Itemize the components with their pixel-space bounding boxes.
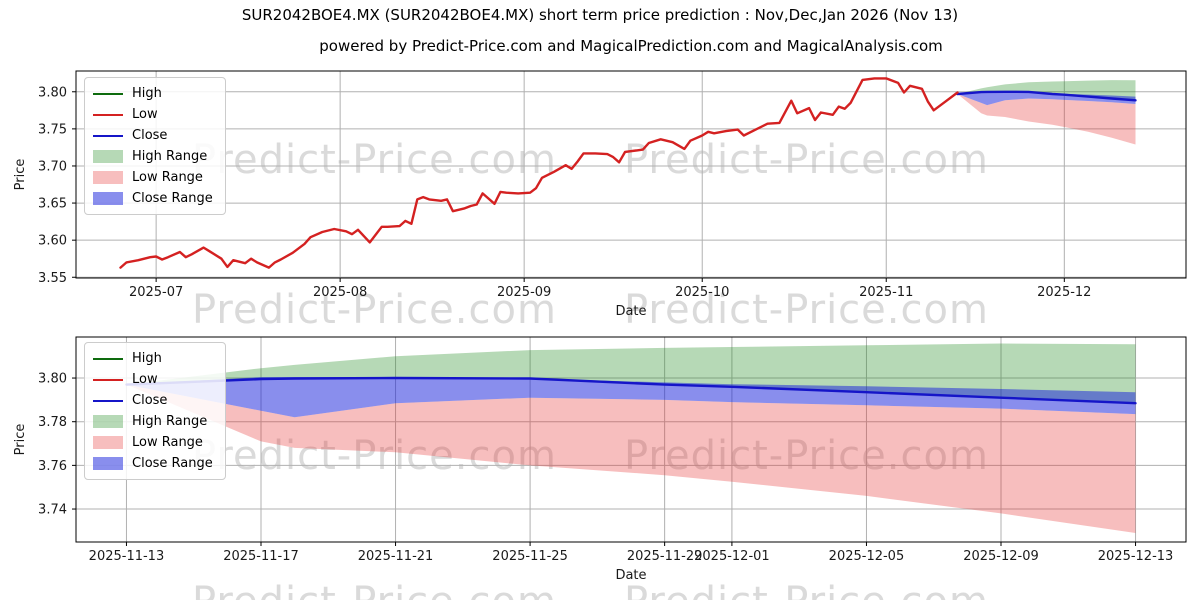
x-tick-label: 2025-11-21 [358,549,434,564]
x-tick-label: 2025-11-17 [223,549,299,564]
history-chart: 2025-07 2025-08 2025-09 2025-10 2025-11 2025-… [13,70,1187,319]
x-axis-label: Date [615,304,646,319]
legend-item-low-range: Low Range [93,432,213,453]
wm-row-3: Predict-Price.com [624,433,989,479]
legend-swatch [93,399,123,402]
x-tick-label: 2025-12-05 [829,549,905,564]
x-tick-label: 2025-12-01 [694,549,770,564]
series-low [119,77,959,269]
wm-row-4: Predict-Price.com [192,579,557,600]
legend-item-low: Low [93,104,213,125]
y-tick-label: 3.78 [38,415,67,430]
legend-swatch [93,134,123,137]
page-title: SUR2042BOE4.MX (SUR2042BOE4.MX) short te… [241,6,959,24]
legend-label: High [132,86,162,101]
band-low-range [126,384,1136,533]
legend-swatch [93,457,123,470]
legend-item-close-range: Close Range [93,188,213,209]
x-axis-label: Date [615,568,646,583]
y-tick-label: 3.55 [38,271,67,286]
legend-label: Low Range [132,170,203,185]
y-tick-label: 3.74 [38,503,67,518]
y-tick-label: 3.80 [38,85,67,100]
x-tick-label: 2025-12 [1037,285,1091,300]
legend-swatch [93,192,123,205]
y-tick-label: 3.75 [38,122,67,137]
legend-label: High Range [132,149,208,164]
legend-item-high-range: High Range [93,411,213,432]
wm-row-1: Predict-Price.com [192,137,557,183]
axes: 2025-11-13 2025-11-17 2025-11-21 2025-11-25… [38,372,1173,564]
x-tick-label: 2025-10 [675,285,729,300]
grid [76,337,1186,542]
legend-label: Close [132,128,168,143]
x-tick-label: 2025-12-13 [1098,549,1174,564]
chart-subtitle: powered by Predict-Price.com and Magical… [319,37,943,55]
legend-label: Low Range [132,435,203,450]
x-tick-label: 2025-07 [129,285,183,300]
legend-swatch [93,113,123,116]
y-tick-label: 3.80 [38,372,67,387]
legend-top: High Low Close High Range Low Range Close Ran… [84,77,226,215]
plot-frame [75,70,1187,279]
legend-swatch [93,171,123,184]
wm-row-3: Predict-Price.com [192,433,557,479]
legend-bottom: High Low Close High Range Low Range Close Ran… [84,342,226,480]
band-close-range [126,377,1136,418]
series-close [125,376,1137,405]
band-low-range [957,94,1136,145]
legend-label: High [132,351,162,366]
x-tick-label: 2025-11-25 [492,549,568,564]
legend-item-low: Low [93,369,213,390]
legend-item-close: Close [93,390,213,411]
y-axis-label: Price [13,159,28,191]
legend-swatch [93,436,123,449]
y-tick-label: 3.76 [38,459,67,474]
legend-swatch [93,92,123,95]
x-tick-label: 2025-11 [859,285,913,300]
band-close-range [957,91,1136,106]
legend-label: Low [132,372,158,387]
legend-swatch [93,415,123,428]
x-tick-label: 2025-12-09 [963,549,1039,564]
y-axis-label: Price [13,424,28,456]
legend-item-low-range: Low Range [93,167,213,188]
y-tick-label: 3.65 [38,197,67,212]
y-tick-label: 3.60 [38,234,67,249]
legend-swatch [93,150,123,163]
legend-item-close-range: Close Range [93,453,213,474]
legend-label: Close [132,393,168,408]
legend-swatch [93,378,123,381]
axes: 2025-07 2025-08 2025-09 2025-10 2025-11 2025-… [38,85,1091,300]
y-tick-label: 3.70 [38,159,67,174]
legend-swatch [93,357,123,360]
x-tick-label: 2025-11-13 [89,549,165,564]
wm-row-2: Predict-Price.com [192,287,557,333]
wm-row-1: Predict-Price.com [624,137,989,183]
legend-label: Close Range [132,191,213,206]
legend-item-high: High [93,83,213,104]
legend-label: Close Range [132,456,213,471]
legend-label: Low [132,107,158,122]
legend-item-high: High [93,348,213,369]
wm-row-2: Predict-Price.com [624,287,989,333]
x-tick-label: 2025-09 [497,285,551,300]
legend-item-close: Close [93,125,213,146]
x-tick-label: 2025-11-29 [627,549,703,564]
prediction-chart: 2025-11-13 2025-11-17 2025-11-21 2025-11-25… [13,336,1187,583]
legend-item-high-range: High Range [93,146,213,167]
wm-row-4: Predict-Price.com [624,579,989,600]
plot-frame [75,336,1187,543]
x-tick-label: 2025-08 [313,285,367,300]
series-close [956,90,1137,102]
legend-label: High Range [132,414,208,429]
